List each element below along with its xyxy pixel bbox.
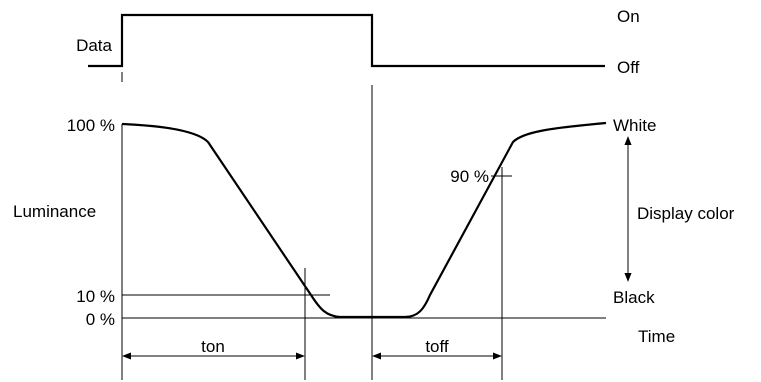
off-label: Off xyxy=(617,58,640,77)
ton-label: ton xyxy=(201,337,225,356)
data-label: Data xyxy=(76,36,112,55)
on-label: On xyxy=(617,7,640,26)
black-label: Black xyxy=(613,288,655,307)
level-90-label: 90 % xyxy=(450,167,489,186)
display-color-label: Display color xyxy=(637,204,735,223)
level-100-label: 100 % xyxy=(67,116,115,135)
level-10-label: 10 % xyxy=(76,287,115,306)
luminance-axis-label: Luminance xyxy=(13,202,96,221)
luminance-response-curve xyxy=(121,121,607,319)
level-0-label: 0 % xyxy=(86,310,115,329)
time-label: Time xyxy=(638,327,675,346)
toff-label: toff xyxy=(425,337,449,356)
data-signal-waveform xyxy=(88,13,605,68)
white-label: White xyxy=(613,116,656,135)
